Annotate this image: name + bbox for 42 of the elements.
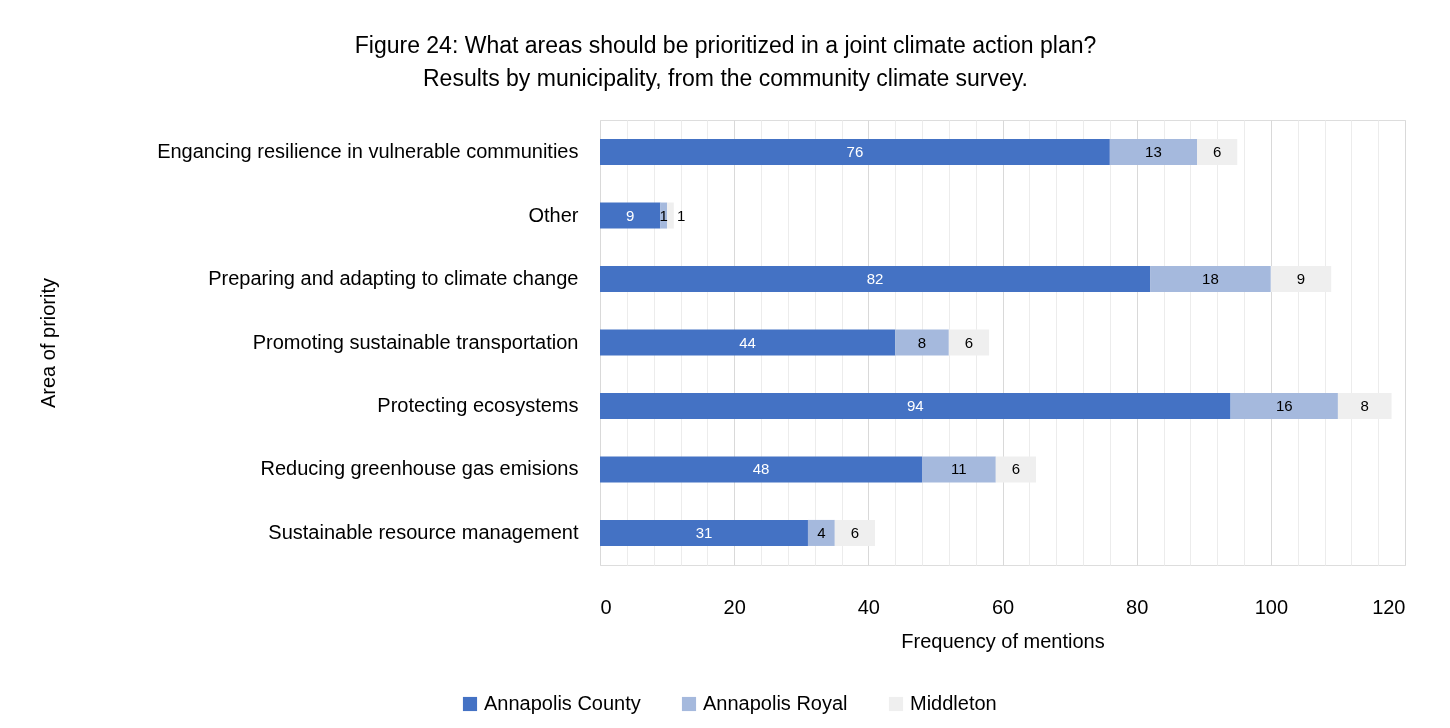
data-label: 76 [846,143,864,161]
x-tick-label: 80 [1126,595,1149,618]
x-axis-title: Frequency of mentions [901,629,1105,652]
x-tick-label: 40 [857,595,880,618]
x-tick-label: 100 [1254,595,1289,618]
x-tick-label: 0 [600,595,612,618]
x-tick-label: 20 [723,595,746,618]
data-label: 13 [1145,143,1162,161]
data-label: 31 [695,523,713,541]
data-label: 6 [850,523,860,541]
data-label: 9 [1296,270,1306,288]
data-label: 18 [1202,270,1219,288]
y-tick-label: Engancing resilience in vulnerable communities [157,140,579,163]
data-label: 8 [917,333,927,351]
chart-title: Figure 24: What areas should be prioritized in a joint climate action plan? [354,32,1097,58]
data-label: 6 [1212,143,1222,161]
y-axis-title: Area of priority [36,277,59,409]
data-label: 6 [1011,460,1021,478]
x-tick-label: 120 [1372,595,1406,618]
y-tick-label: Reducing greenhouse gas emisions [260,457,579,480]
legend-label: Annapolis Royal [703,692,848,714]
data-label: 9 [626,206,635,224]
y-tick-label: Protecting ecosystems [377,393,579,416]
data-label: 94 [906,396,924,414]
data-label: 44 [739,333,756,351]
y-tick-label: Other [528,203,579,226]
y-tick-label: Sustainable resource management [268,520,579,543]
y-tick-label: Preparing and adapting to climate change [208,267,579,290]
chart-subtitle: Results by municipality, from the community climate survey. [423,65,1028,91]
data-label: 1 [676,206,686,224]
data-label: 6 [964,333,974,351]
data-label: 48 [752,460,770,478]
data-label: 16 [1275,396,1293,414]
data-label: 11 [951,460,967,478]
data-label: 8 [1360,396,1369,414]
data-label: 82 [866,270,884,288]
x-tick-label: 60 [991,595,1015,618]
data-label: 1 [659,206,668,224]
legend-label: Annapolis County [484,692,641,714]
data-label: 4 [817,523,826,541]
legend-label: Middleton [910,692,997,714]
y-tick-label: Promoting sustainable transportation [252,330,579,353]
